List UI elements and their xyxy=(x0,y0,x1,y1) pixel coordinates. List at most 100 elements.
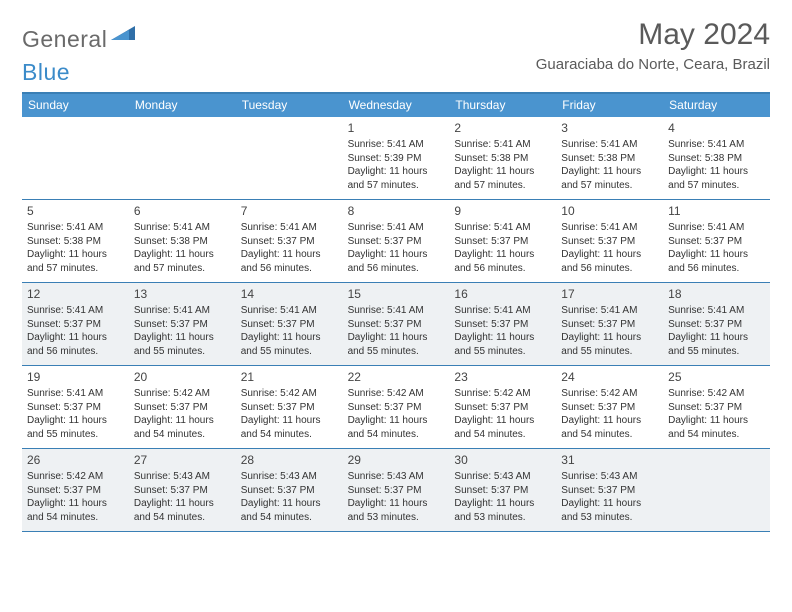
daylight-text: Daylight: 11 hours xyxy=(27,497,124,511)
sunrise-text: Sunrise: 5:42 AM xyxy=(134,387,231,401)
sunset-text: Sunset: 5:37 PM xyxy=(27,484,124,498)
day-cell: 17Sunrise: 5:41 AMSunset: 5:37 PMDayligh… xyxy=(556,283,663,365)
location-text: Guaraciaba do Norte, Ceara, Brazil xyxy=(536,56,770,73)
day-number: 29 xyxy=(348,452,445,468)
daylight-text: Daylight: 11 hours xyxy=(348,165,445,179)
daylight-text: and 55 minutes. xyxy=(561,345,658,359)
day-number: 27 xyxy=(134,452,231,468)
daylight-text: and 57 minutes. xyxy=(454,179,551,193)
daylight-text: and 54 minutes. xyxy=(668,428,765,442)
day-cell: 10Sunrise: 5:41 AMSunset: 5:37 PMDayligh… xyxy=(556,200,663,282)
sunrise-text: Sunrise: 5:41 AM xyxy=(348,138,445,152)
day-header: Friday xyxy=(556,94,663,117)
daylight-text: and 53 minutes. xyxy=(348,511,445,525)
daylight-text: Daylight: 11 hours xyxy=(561,331,658,345)
sunset-text: Sunset: 5:37 PM xyxy=(134,318,231,332)
day-cell: 20Sunrise: 5:42 AMSunset: 5:37 PMDayligh… xyxy=(129,366,236,448)
sunset-text: Sunset: 5:37 PM xyxy=(668,318,765,332)
sunrise-text: Sunrise: 5:42 AM xyxy=(241,387,338,401)
day-cell: 19Sunrise: 5:41 AMSunset: 5:37 PMDayligh… xyxy=(22,366,129,448)
sunrise-text: Sunrise: 5:42 AM xyxy=(348,387,445,401)
week-row: 12Sunrise: 5:41 AMSunset: 5:37 PMDayligh… xyxy=(22,283,770,366)
daylight-text: and 53 minutes. xyxy=(561,511,658,525)
day-header: Wednesday xyxy=(343,94,450,117)
sunset-text: Sunset: 5:37 PM xyxy=(134,401,231,415)
day-number: 24 xyxy=(561,369,658,385)
day-number: 25 xyxy=(668,369,765,385)
daylight-text: Daylight: 11 hours xyxy=(134,414,231,428)
day-number: 5 xyxy=(27,203,124,219)
sunrise-text: Sunrise: 5:41 AM xyxy=(668,138,765,152)
day-number: 7 xyxy=(241,203,338,219)
day-number: 12 xyxy=(27,286,124,302)
sunset-text: Sunset: 5:37 PM xyxy=(134,484,231,498)
daylight-text: Daylight: 11 hours xyxy=(134,497,231,511)
logo: General xyxy=(22,18,137,55)
day-header: Tuesday xyxy=(236,94,343,117)
day-cell: 24Sunrise: 5:42 AMSunset: 5:37 PMDayligh… xyxy=(556,366,663,448)
day-number: 23 xyxy=(454,369,551,385)
day-number: 11 xyxy=(668,203,765,219)
logo-triangle-icon xyxy=(111,24,135,45)
sunrise-text: Sunrise: 5:43 AM xyxy=(561,470,658,484)
daylight-text: and 56 minutes. xyxy=(668,262,765,276)
day-cell: 12Sunrise: 5:41 AMSunset: 5:37 PMDayligh… xyxy=(22,283,129,365)
day-cell: 7Sunrise: 5:41 AMSunset: 5:37 PMDaylight… xyxy=(236,200,343,282)
sunset-text: Sunset: 5:39 PM xyxy=(348,152,445,166)
sunrise-text: Sunrise: 5:41 AM xyxy=(348,304,445,318)
sunrise-text: Sunrise: 5:42 AM xyxy=(27,470,124,484)
daylight-text: Daylight: 11 hours xyxy=(348,414,445,428)
sunset-text: Sunset: 5:37 PM xyxy=(241,401,338,415)
sunset-text: Sunset: 5:37 PM xyxy=(241,318,338,332)
sunrise-text: Sunrise: 5:41 AM xyxy=(27,387,124,401)
daylight-text: Daylight: 11 hours xyxy=(454,331,551,345)
daylight-text: Daylight: 11 hours xyxy=(241,248,338,262)
sunset-text: Sunset: 5:37 PM xyxy=(348,401,445,415)
sunset-text: Sunset: 5:37 PM xyxy=(561,484,658,498)
day-cell: 30Sunrise: 5:43 AMSunset: 5:37 PMDayligh… xyxy=(449,449,556,531)
day-header: Saturday xyxy=(663,94,770,117)
sunrise-text: Sunrise: 5:41 AM xyxy=(668,304,765,318)
daylight-text: and 57 minutes. xyxy=(668,179,765,193)
day-cell: 5Sunrise: 5:41 AMSunset: 5:38 PMDaylight… xyxy=(22,200,129,282)
sunrise-text: Sunrise: 5:41 AM xyxy=(561,221,658,235)
daylight-text: and 55 minutes. xyxy=(454,345,551,359)
daylight-text: and 55 minutes. xyxy=(241,345,338,359)
daylight-text: Daylight: 11 hours xyxy=(668,165,765,179)
day-cell: 9Sunrise: 5:41 AMSunset: 5:37 PMDaylight… xyxy=(449,200,556,282)
day-number: 28 xyxy=(241,452,338,468)
sunset-text: Sunset: 5:37 PM xyxy=(454,401,551,415)
sunrise-text: Sunrise: 5:41 AM xyxy=(134,221,231,235)
daylight-text: and 57 minutes. xyxy=(561,179,658,193)
empty-cell xyxy=(22,117,129,199)
sunrise-text: Sunrise: 5:41 AM xyxy=(561,138,658,152)
daylight-text: and 54 minutes. xyxy=(561,428,658,442)
daylight-text: Daylight: 11 hours xyxy=(454,497,551,511)
day-number: 26 xyxy=(27,452,124,468)
daylight-text: Daylight: 11 hours xyxy=(134,331,231,345)
title-block: May 2024 Guaraciaba do Norte, Ceara, Bra… xyxy=(536,18,770,73)
day-number: 4 xyxy=(668,120,765,136)
daylight-text: and 54 minutes. xyxy=(134,511,231,525)
daylight-text: and 56 minutes. xyxy=(561,262,658,276)
day-number: 3 xyxy=(561,120,658,136)
sunset-text: Sunset: 5:38 PM xyxy=(27,235,124,249)
sunrise-text: Sunrise: 5:43 AM xyxy=(241,470,338,484)
sunset-text: Sunset: 5:37 PM xyxy=(348,235,445,249)
daylight-text: and 56 minutes. xyxy=(454,262,551,276)
day-header: Sunday xyxy=(22,94,129,117)
sunrise-text: Sunrise: 5:43 AM xyxy=(454,470,551,484)
day-number: 31 xyxy=(561,452,658,468)
empty-cell xyxy=(236,117,343,199)
day-number: 30 xyxy=(454,452,551,468)
sunrise-text: Sunrise: 5:41 AM xyxy=(454,221,551,235)
sunset-text: Sunset: 5:38 PM xyxy=(668,152,765,166)
sunset-text: Sunset: 5:37 PM xyxy=(561,235,658,249)
day-number: 14 xyxy=(241,286,338,302)
sunrise-text: Sunrise: 5:41 AM xyxy=(454,138,551,152)
daylight-text: Daylight: 11 hours xyxy=(241,414,338,428)
weeks-container: 1Sunrise: 5:41 AMSunset: 5:39 PMDaylight… xyxy=(22,117,770,532)
week-row: 19Sunrise: 5:41 AMSunset: 5:37 PMDayligh… xyxy=(22,366,770,449)
sunset-text: Sunset: 5:37 PM xyxy=(561,318,658,332)
daylight-text: and 57 minutes. xyxy=(348,179,445,193)
